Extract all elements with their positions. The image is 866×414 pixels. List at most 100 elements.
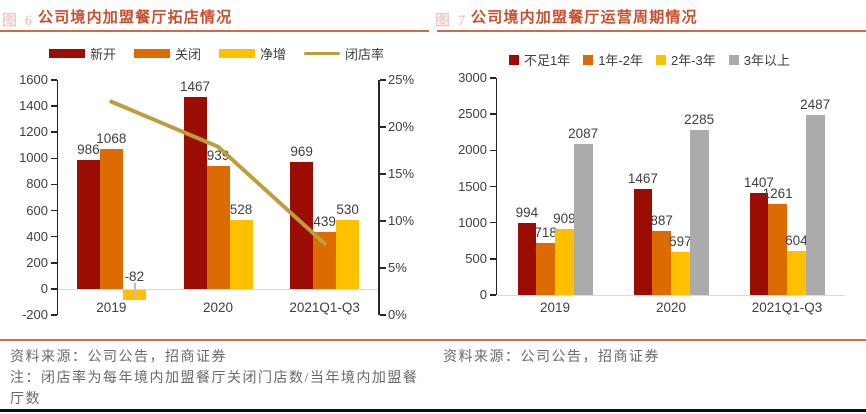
y-axis-tick bbox=[51, 235, 57, 238]
y-axis-right-tick bbox=[379, 79, 386, 81]
y-axis-right-tick bbox=[379, 267, 386, 269]
legend-label: 3年以上 bbox=[743, 53, 791, 68]
bar-series3-cat1 bbox=[689, 129, 709, 295]
y-axis-left bbox=[495, 78, 497, 295]
y-axis-tick-label: 1200 bbox=[19, 124, 48, 140]
y-axis-tick bbox=[490, 221, 496, 224]
y-axis-tick bbox=[51, 157, 57, 160]
y-axis-tick bbox=[51, 209, 57, 212]
y-axis-right bbox=[378, 80, 380, 315]
y-axis-tick-label: 3000 bbox=[458, 70, 487, 85]
bar-series1-cat2 bbox=[768, 203, 787, 295]
y-axis-tick bbox=[490, 185, 496, 188]
bar-series0-cat1 bbox=[633, 188, 653, 295]
page-bottom-rule bbox=[0, 409, 866, 412]
bar-series1-cat1 bbox=[652, 230, 671, 295]
bar-value-label: 2487 bbox=[800, 97, 831, 113]
bar-series2-cat1 bbox=[671, 251, 690, 295]
legend-label: 不足1年 bbox=[523, 53, 571, 68]
bar-value-label: 1467 bbox=[179, 79, 211, 95]
y-axis-tick-label: 2500 bbox=[458, 106, 487, 122]
bar-value-label: 1068 bbox=[96, 131, 127, 147]
y-axis-tick-label: 1600 bbox=[19, 72, 48, 87]
figure-title-operation-cycle: 公司境内加盟餐厅运营周期情况 bbox=[471, 10, 698, 26]
bar-value-label: 604 bbox=[785, 233, 808, 249]
figure-panel-operation-cycle: 图 7 公司境内加盟餐厅运营周期情况 不足1年 1年-2年 2年-3年 3年以上 300… bbox=[433, 0, 866, 414]
legend-swatch-bar-icon bbox=[48, 48, 85, 59]
legend-swatch-line-icon bbox=[304, 51, 341, 56]
legend-label: 2年-3年 bbox=[671, 53, 716, 68]
bar-value-label: 969 bbox=[290, 144, 313, 160]
legend-item-3: 3年以上 bbox=[728, 50, 791, 69]
source-divider-rule bbox=[0, 339, 866, 341]
y-axis-tick-label: 800 bbox=[26, 176, 48, 192]
y-axis-tick bbox=[51, 183, 57, 186]
bar-value-label: 1467 bbox=[627, 170, 658, 186]
y-axis-tick-label: 1000 bbox=[19, 150, 48, 166]
y-axis-tick bbox=[51, 288, 57, 290]
bar-series0-cat0 bbox=[517, 223, 537, 295]
bar-value-label: 530 bbox=[336, 201, 359, 217]
y-axis-right-tick-label: 15% bbox=[388, 166, 415, 181]
x-axis-category-label: 2021Q1-Q3 bbox=[751, 300, 823, 315]
bar-series1-cat2 bbox=[313, 231, 337, 289]
legend-item-1: 1年-2年 bbox=[583, 50, 643, 69]
bar-series2-cat2 bbox=[787, 251, 806, 295]
legend-swatch-bar-icon bbox=[133, 48, 170, 59]
bar-value-label: 528 bbox=[229, 201, 253, 217]
legend-swatch-bar-icon bbox=[656, 54, 666, 65]
bar-series0-cat1 bbox=[183, 97, 207, 289]
title-rule bbox=[437, 30, 866, 32]
y-axis-right-tick-label: 10% bbox=[388, 213, 415, 228]
y-axis-right-tick bbox=[379, 173, 386, 175]
y-axis-tick bbox=[490, 113, 496, 115]
figure-panel-expansion: 图 6 公司境内加盟餐厅拓店情况 新开 关闭 净增 闭店率 1600 1400 1200 10… bbox=[0, 10, 433, 322]
bar-value-label: 994 bbox=[515, 205, 539, 221]
y-axis-tick-label: -200 bbox=[21, 307, 48, 322]
x-axis-category-label: 2020 bbox=[655, 300, 687, 315]
bar-series1-cat0 bbox=[536, 243, 555, 295]
legend-swatch-bar-icon bbox=[583, 54, 594, 65]
bar-series2-cat1 bbox=[229, 219, 253, 289]
legend-swatch-bar-icon bbox=[728, 54, 739, 65]
legend-item-2: 2年-3年 bbox=[656, 50, 716, 69]
y-axis-tick bbox=[51, 262, 57, 264]
bar-series0-cat0 bbox=[76, 160, 100, 289]
y-axis-tick-label: 2000 bbox=[458, 142, 487, 158]
legend-item-0: 不足1年 bbox=[508, 50, 571, 69]
figure-number-ghost: 图 6 bbox=[2, 13, 35, 29]
bar-series0-cat2 bbox=[749, 193, 769, 295]
y-axis-tick-label: 1000 bbox=[458, 214, 487, 230]
y-axis-tick-label: 0 bbox=[479, 287, 487, 302]
negative-label-leader bbox=[134, 282, 136, 297]
y-axis-right-tick-label: 20% bbox=[388, 119, 415, 134]
y-axis-tick-label: 1500 bbox=[458, 178, 487, 194]
operation-cycle-chart-canvas: 不足1年 1年-2年 2年-3年 3年以上 3000 2500 2000 1500 1000 50… bbox=[433, 0, 866, 414]
bar-value-label: 718 bbox=[534, 225, 557, 241]
y-axis-tick bbox=[51, 105, 57, 107]
legend-label: 关闭 bbox=[174, 47, 201, 62]
y-axis-left bbox=[56, 80, 58, 315]
y-axis-right-tick-label: 0% bbox=[388, 307, 407, 322]
y-axis-tick-label: 200 bbox=[26, 254, 48, 270]
legend-label: 新开 bbox=[89, 47, 116, 62]
y-axis-tick-label: 0 bbox=[40, 280, 48, 296]
x-axis-category-label: 2021Q1-Q3 bbox=[289, 300, 360, 315]
bar-value-label: 2087 bbox=[568, 126, 599, 142]
title-rule bbox=[0, 30, 429, 32]
legend-swatch-bar-icon bbox=[219, 48, 255, 59]
legend-item-0: 新开 bbox=[48, 44, 116, 63]
chart-legend: 新开 关闭 净增 闭店率 bbox=[0, 44, 433, 63]
bar-value-label: 986 bbox=[77, 142, 100, 158]
bar-value-label: 887 bbox=[650, 212, 673, 228]
legend-item-3: 闭店率 bbox=[304, 44, 384, 63]
bar-series2-cat2 bbox=[336, 219, 360, 289]
bar-value-label: 2285 bbox=[684, 111, 715, 127]
legend-label: 1年-2年 bbox=[598, 53, 643, 68]
figure-number-ghost: 图 7 bbox=[435, 13, 468, 29]
x-axis-category-label: 2020 bbox=[202, 300, 234, 315]
bar-value-label: 597 bbox=[669, 233, 692, 249]
bar-series1-cat1 bbox=[206, 166, 230, 289]
y-axis-tick-label: 500 bbox=[465, 250, 487, 266]
